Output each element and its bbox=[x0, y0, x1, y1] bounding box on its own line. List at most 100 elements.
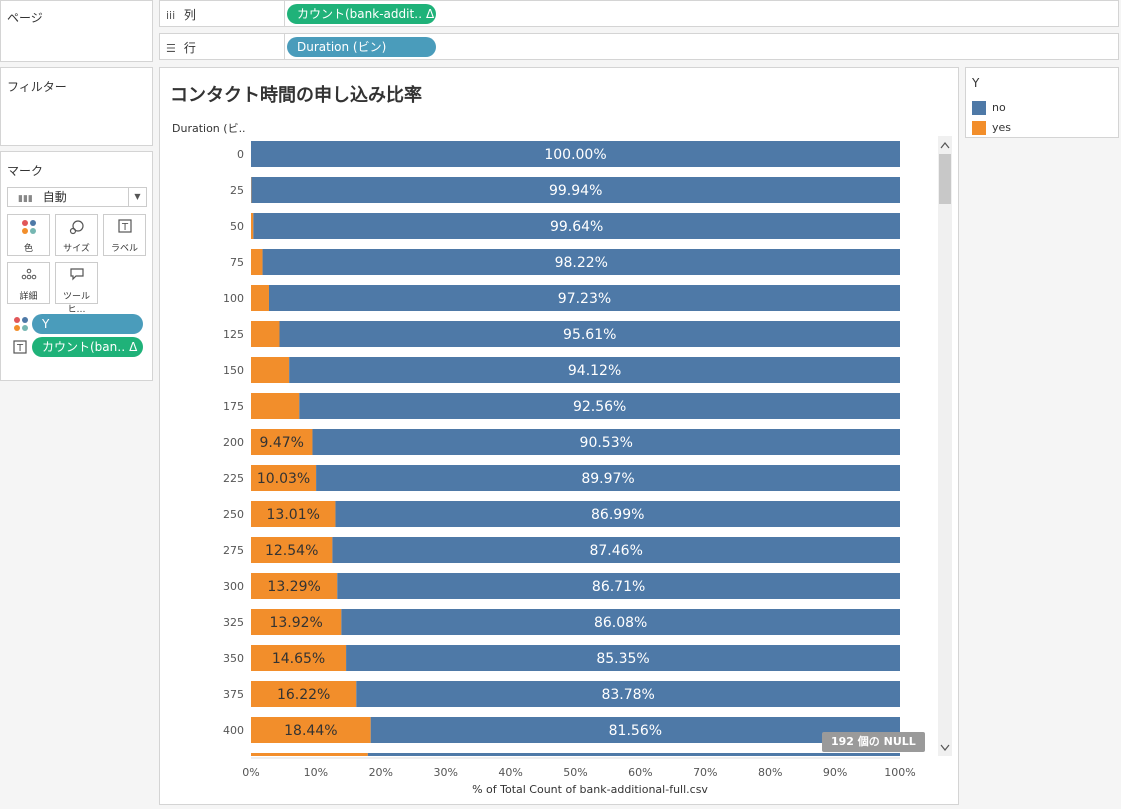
bar-yes[interactable] bbox=[251, 645, 347, 671]
bar-no[interactable] bbox=[341, 609, 900, 635]
data-label-yes: 10.03% bbox=[257, 471, 310, 487]
x-tick-label: 30% bbox=[433, 766, 457, 779]
bar-no[interactable] bbox=[346, 645, 900, 671]
legend-item-no[interactable]: no bbox=[972, 100, 1006, 116]
bar-yes[interactable] bbox=[251, 753, 368, 779]
columns-pill[interactable]: カウント(bank-addit‥ Δ bbox=[287, 4, 436, 24]
bar-yes[interactable] bbox=[251, 213, 254, 239]
data-label-no: 86.99% bbox=[591, 507, 644, 523]
bar-yes[interactable] bbox=[251, 465, 317, 491]
detail-button-label: 詳細 bbox=[19, 292, 38, 302]
svg-text:T: T bbox=[16, 343, 24, 354]
data-label-yes: 18.44% bbox=[284, 723, 337, 739]
color-button[interactable]: 色 bbox=[7, 214, 50, 256]
color-icon bbox=[8, 219, 49, 241]
columns-shelf[interactable]: iii 列 カウント(bank-addit‥ Δ bbox=[159, 0, 1119, 27]
bar-no[interactable] bbox=[312, 429, 900, 455]
y-tick-label: 250 bbox=[223, 508, 244, 521]
bar-yes[interactable] bbox=[251, 429, 313, 455]
bar-yes[interactable] bbox=[251, 249, 263, 275]
scrollbar-thumb[interactable] bbox=[939, 154, 951, 204]
rows-pill[interactable]: Duration (ビン) bbox=[287, 37, 436, 57]
pages-card[interactable]: ページ bbox=[0, 0, 153, 62]
rows-shelf[interactable]: ☰ 行 Duration (ビン) bbox=[159, 33, 1119, 60]
bar-no[interactable] bbox=[316, 465, 900, 491]
detail-icon bbox=[8, 267, 49, 289]
bar-no[interactable] bbox=[299, 393, 900, 419]
color-button-label: 色 bbox=[23, 244, 33, 254]
bar-yes[interactable] bbox=[251, 609, 342, 635]
bar-yes[interactable] bbox=[251, 357, 290, 383]
bar-no[interactable] bbox=[289, 357, 900, 383]
bar-no[interactable] bbox=[262, 249, 900, 275]
chevron-down-icon[interactable]: ▼ bbox=[128, 188, 146, 206]
mark-pill-count[interactable]: カウント(ban‥ Δ bbox=[32, 337, 143, 357]
data-label-no: 90.53% bbox=[580, 435, 633, 451]
data-label-no: 81.56% bbox=[609, 723, 662, 739]
bar-no[interactable] bbox=[253, 213, 900, 239]
marks-card: マーク ▮▮▮ 自動 ▼ 色 サイズ T ラベル 詳細 ツールヒ… Y bbox=[0, 151, 153, 381]
size-icon bbox=[56, 219, 97, 241]
bar-yes[interactable] bbox=[251, 321, 280, 347]
bar-no[interactable] bbox=[251, 177, 900, 203]
x-tick-label: 20% bbox=[369, 766, 393, 779]
bar-yes[interactable] bbox=[251, 537, 333, 563]
data-label-no: 83.78% bbox=[601, 687, 654, 703]
x-tick-label: 40% bbox=[498, 766, 522, 779]
data-label-no: 100.00% bbox=[544, 147, 606, 163]
legend-item-yes[interactable]: yes bbox=[972, 120, 1011, 136]
bar-yes[interactable] bbox=[251, 573, 338, 599]
detail-button[interactable]: 詳細 bbox=[7, 262, 50, 304]
y-tick-label: 350 bbox=[223, 652, 244, 665]
label-button[interactable]: T ラベル bbox=[103, 214, 146, 256]
bar-no[interactable] bbox=[367, 753, 900, 779]
data-label-yes: 9.47% bbox=[259, 435, 303, 451]
x-tick-label: 90% bbox=[823, 766, 847, 779]
tooltip-button[interactable]: ツールヒ… bbox=[55, 262, 98, 315]
bar-no[interactable] bbox=[335, 501, 900, 527]
mark-type-value: 自動 bbox=[42, 190, 67, 204]
data-label-no: 86.71% bbox=[592, 579, 645, 595]
bar-no[interactable] bbox=[268, 285, 900, 311]
filters-card[interactable]: フィルター bbox=[0, 67, 153, 146]
marks-title: マーク bbox=[7, 164, 44, 178]
scrollbar-track[interactable] bbox=[938, 136, 952, 756]
bar-no[interactable] bbox=[356, 681, 900, 707]
data-label-no: 94.12% bbox=[568, 363, 621, 379]
bar-yes[interactable] bbox=[251, 681, 357, 707]
bar-yes[interactable] bbox=[251, 393, 300, 419]
y-tick-label: 0 bbox=[237, 148, 244, 161]
x-tick-label: 70% bbox=[693, 766, 717, 779]
bar-chart-icon: ▮▮▮ bbox=[18, 194, 33, 204]
bar-yes[interactable] bbox=[251, 285, 269, 311]
x-tick-label: 0% bbox=[242, 766, 259, 779]
data-label-no: 86.08% bbox=[594, 615, 647, 631]
data-label-yes: 12.54% bbox=[265, 543, 318, 559]
filters-title: フィルター bbox=[7, 80, 67, 94]
bar-no[interactable] bbox=[370, 717, 900, 743]
x-tick-label: 10% bbox=[304, 766, 328, 779]
scroll-down-icon[interactable] bbox=[940, 744, 950, 751]
mark-pill-y[interactable]: Y bbox=[32, 314, 143, 334]
bar-yes[interactable] bbox=[251, 717, 371, 743]
mark-type-dropdown[interactable]: ▮▮▮ 自動 ▼ bbox=[7, 187, 147, 207]
size-button[interactable]: サイズ bbox=[55, 214, 98, 256]
y-tick-label: 325 bbox=[223, 616, 244, 629]
row-header: Duration (ビ.. bbox=[172, 122, 246, 135]
scroll-up-icon[interactable] bbox=[940, 142, 950, 149]
data-label-no: 92.56% bbox=[573, 399, 626, 415]
data-label-no: 99.94% bbox=[549, 183, 602, 199]
bar-no[interactable] bbox=[337, 573, 901, 599]
bar-no[interactable] bbox=[279, 321, 900, 347]
bar-yes[interactable] bbox=[251, 501, 336, 527]
null-indicator[interactable]: 192 個の NULL bbox=[822, 732, 925, 752]
data-label-no: 87.46% bbox=[589, 543, 642, 559]
label-icon: T bbox=[104, 219, 145, 241]
data-label-no: 89.97% bbox=[581, 471, 634, 487]
bar-no[interactable] bbox=[332, 537, 900, 563]
chart-title: コンタクト時間の申し込み比率 bbox=[170, 85, 422, 106]
size-button-label: サイズ bbox=[63, 244, 90, 254]
bar-no[interactable] bbox=[251, 141, 900, 167]
y-tick-label: 100 bbox=[223, 292, 244, 305]
data-label-yes: 13.01% bbox=[267, 507, 320, 523]
